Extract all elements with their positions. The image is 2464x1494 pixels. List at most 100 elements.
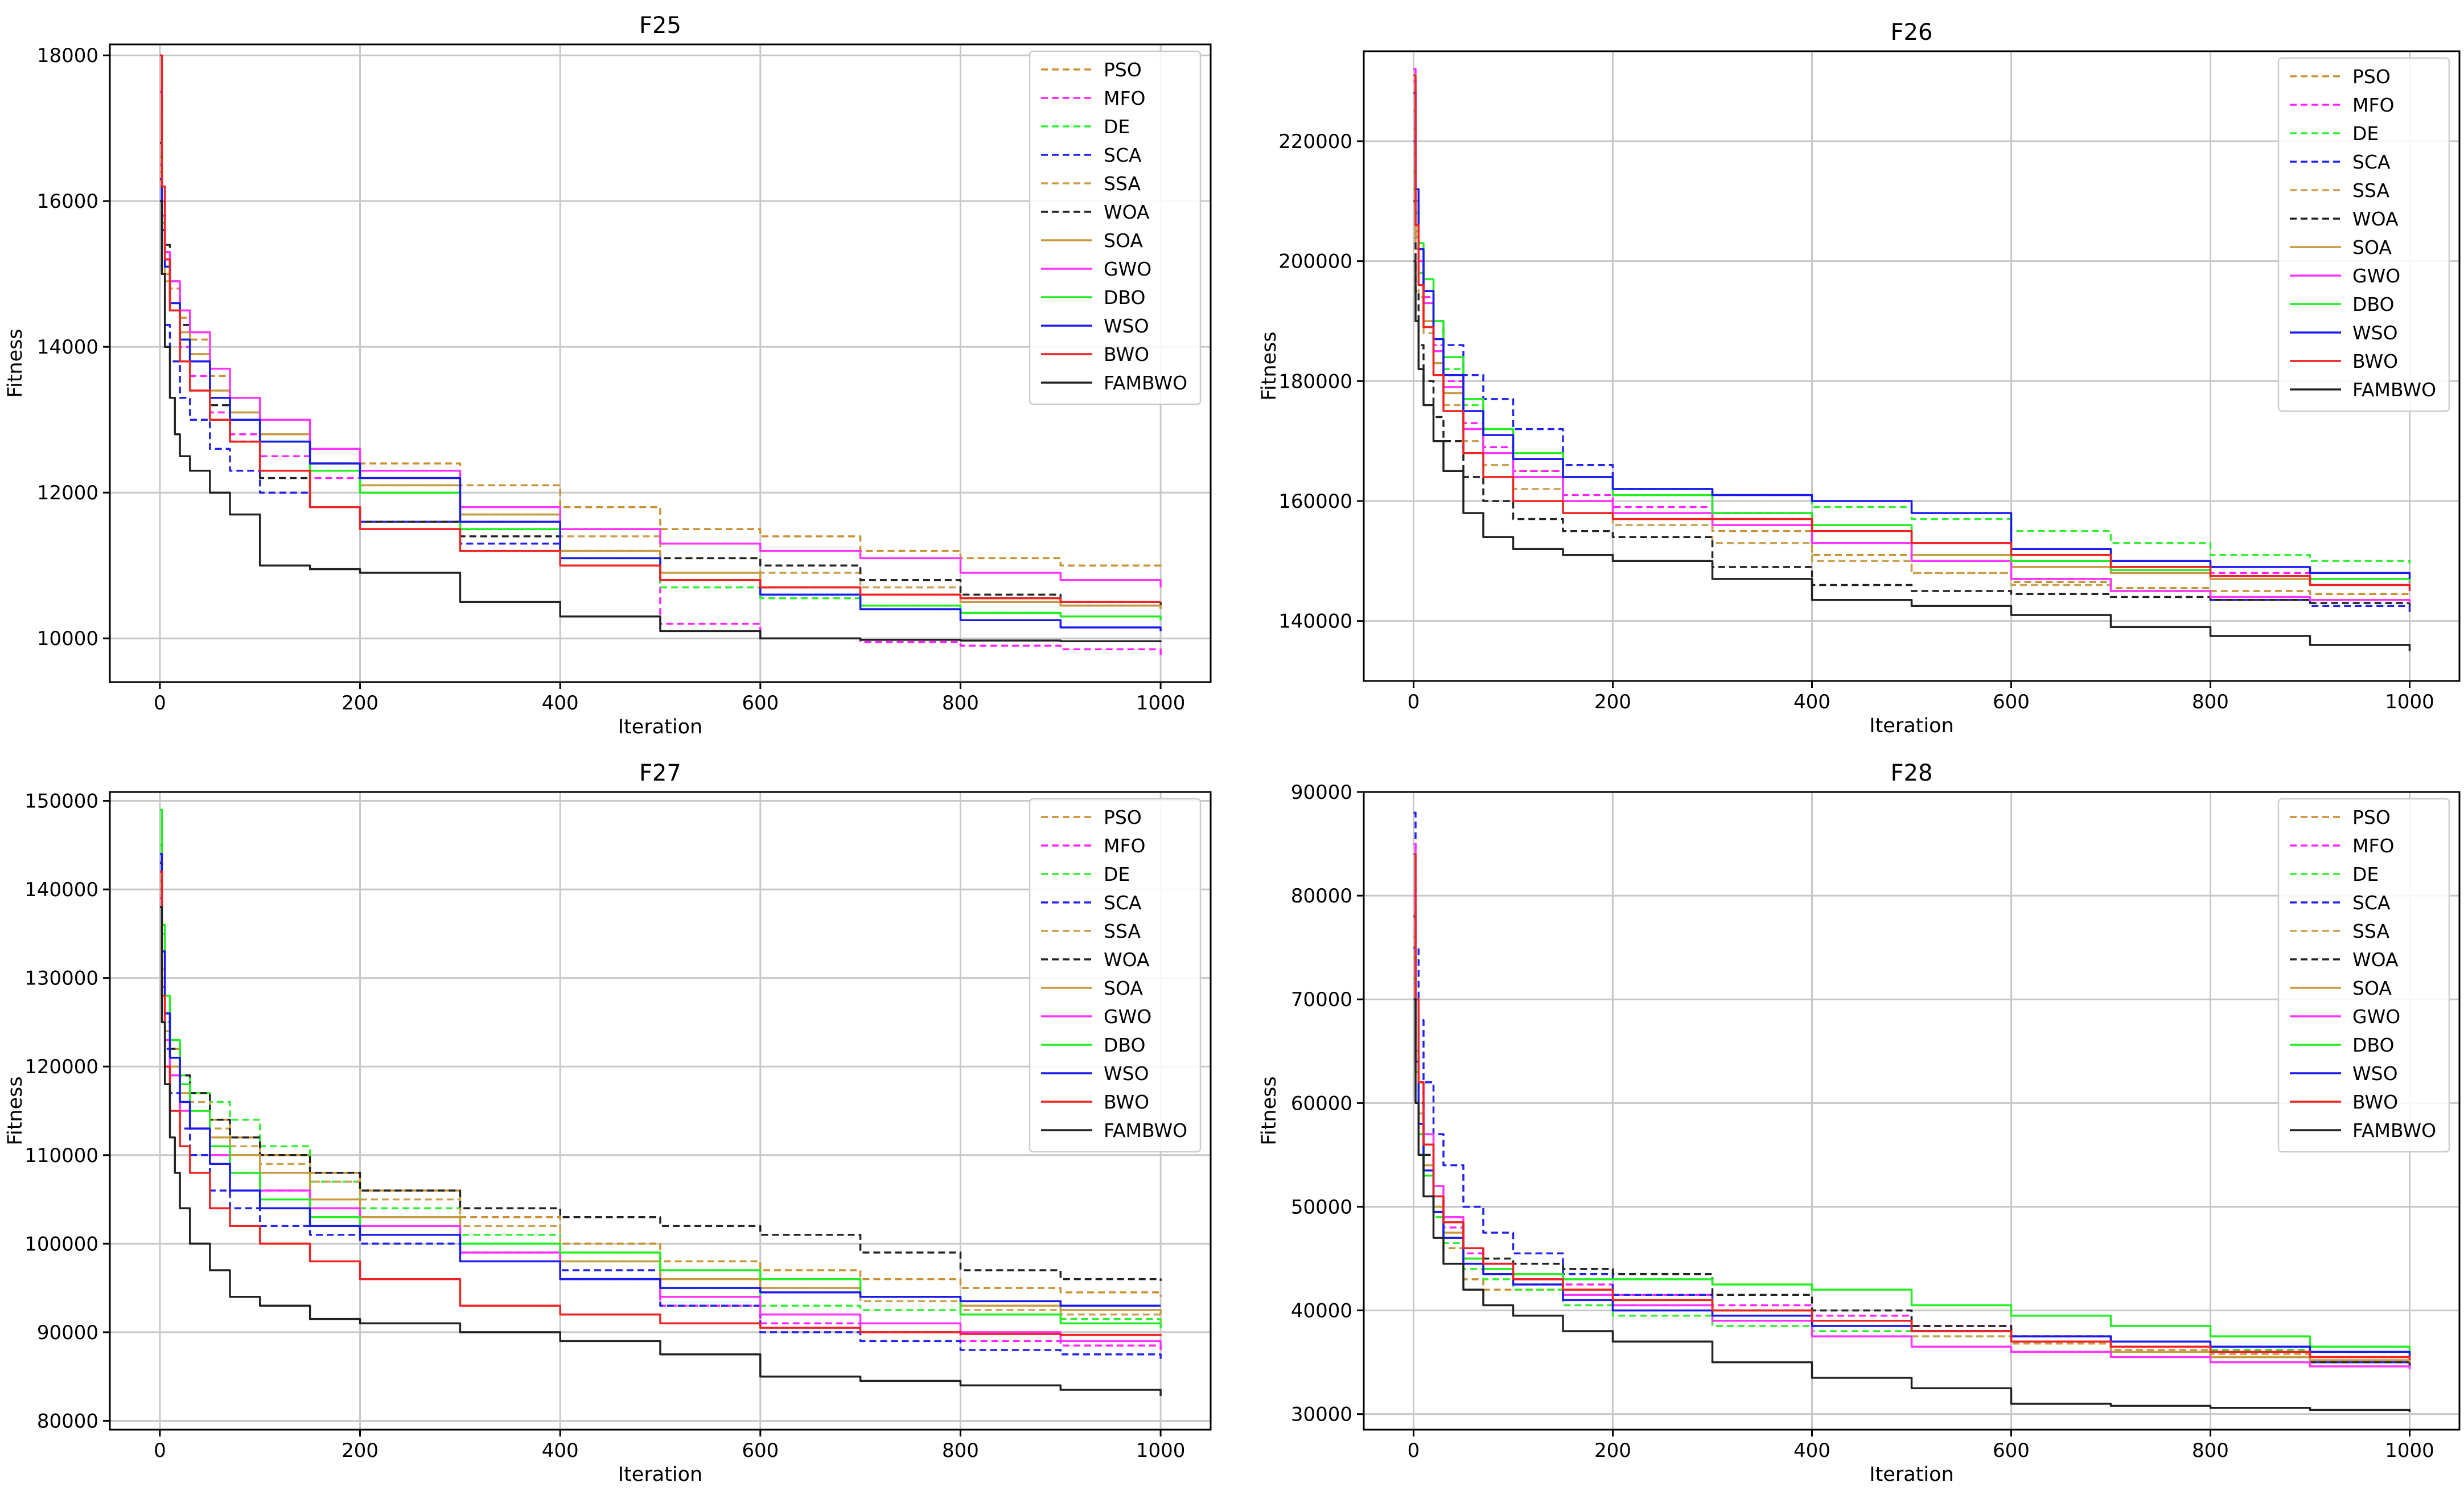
legend-label-wso: WSO [1104, 1062, 1149, 1085]
y-tick-label: 12000 [37, 482, 98, 504]
series-line-bwo [159, 54, 1161, 603]
legend-label-gwo: GWO [1104, 1005, 1151, 1028]
legend-label-bwo: BWO [2352, 1091, 2398, 1113]
y-tick-label: 80000 [1291, 885, 1352, 908]
y-axis-label: Fitness [1258, 1076, 1281, 1145]
x-tick-label: 600 [742, 692, 779, 715]
y-tick-label: 90000 [1291, 781, 1352, 804]
legend-label-dbo: DBO [2352, 1034, 2394, 1056]
axes-frame [109, 43, 1212, 683]
legend-label-pso: PSO [2352, 806, 2391, 828]
y-tick-label: 70000 [1291, 988, 1352, 1011]
legend-label-gwo: GWO [2352, 265, 2400, 287]
legend-label-pso: PSO [1104, 59, 1142, 81]
y-tick-label: 160000 [1278, 490, 1352, 513]
chart-title: F25 [639, 13, 681, 39]
x-tick-label: 0 [1408, 691, 1420, 713]
legend-label-fambwo: FAMBWO [1104, 1119, 1187, 1142]
y-axis-label: Fitness [4, 329, 27, 397]
legend-box [2277, 57, 2450, 412]
legend-label-bwo: BWO [1104, 1091, 1149, 1113]
legend-label-sca: SCA [1104, 144, 1142, 166]
x-axis-label: Iteration [1869, 715, 1953, 737]
y-tick-label: 50000 [1291, 1196, 1352, 1218]
legend-label-dbo: DBO [1104, 1034, 1145, 1056]
legend-label-soa: SOA [2352, 236, 2392, 258]
y-tick-label: 120000 [24, 1056, 98, 1078]
legend-label-ssa: SSA [1104, 173, 1141, 195]
x-tick-label: 800 [2192, 1439, 2229, 1462]
x-tick-label: 200 [1594, 691, 1631, 713]
x-tick-label: 600 [742, 1439, 779, 1462]
axes-frame [1363, 50, 2461, 682]
y-tick-label: 150000 [24, 790, 98, 813]
x-tick-label: 0 [1408, 1439, 1420, 1462]
legend-label-woa: WOA [2352, 208, 2399, 230]
legend-label-woa: WOA [1104, 201, 1150, 223]
legend-label-pso: PSO [2352, 65, 2391, 88]
legend-label-mfo: MFO [1104, 835, 1145, 857]
x-axis-label: Iteration [1869, 1463, 1953, 1486]
legend-label-gwo: GWO [2352, 1005, 2400, 1028]
legend: PSO MFO DE SCA SSA WOA SOA GWO DBO WSO BWO FAMBWO [2277, 57, 2450, 412]
chart-panel-f28: 0 200 400 600 800 1000 30000 40000 50000 60000 700… [1258, 760, 2461, 1486]
legend-label-fambwo: FAMBWO [2352, 1119, 2436, 1142]
series-line-wso [159, 853, 1161, 1307]
chart-title: F28 [1891, 760, 1933, 786]
chart-panel-f26: 0 200 400 600 800 1000 140000 160000 180000 20000… [1258, 19, 2461, 737]
series-group [159, 54, 1162, 657]
legend-label-bwo: BWO [1104, 343, 1149, 366]
legend-label-wso: WSO [2352, 1062, 2398, 1085]
legend-label-dbo: DBO [1104, 286, 1145, 309]
y-tick-label: 140000 [1278, 610, 1352, 633]
legend-label-sca: SCA [1104, 892, 1142, 914]
legend: PSO MFO DE SCA SSA WOA SOA GWO DBO WSO BWO FAMBWO [1029, 50, 1202, 405]
y-tick-label: 90000 [37, 1321, 98, 1344]
y-axis-label: Fitness [4, 1076, 27, 1145]
y-tick-label: 40000 [1291, 1300, 1352, 1323]
legend-label-soa: SOA [2352, 977, 2392, 999]
legend-label-mfo: MFO [1104, 87, 1145, 109]
y-tick-label: 100000 [24, 1233, 98, 1255]
y-tick-label: 180000 [1278, 370, 1352, 393]
series-group [1413, 68, 2411, 651]
legend-label-pso: PSO [1104, 806, 1142, 828]
legend-label-woa: WOA [2352, 949, 2399, 971]
legend: PSO MFO DE SCA SSA WOA SOA GWO DBO WSO BWO FAMBWO [1029, 798, 1202, 1153]
legend-label-mfo: MFO [2352, 835, 2394, 857]
legend-label-sca: SCA [2352, 151, 2391, 173]
y-tick-label: 10000 [37, 627, 98, 650]
chart-panel-f25: 0 200 400 600 800 1000 10000 12000 14000 16000 180… [4, 13, 1212, 738]
y-tick-label: 16000 [37, 190, 98, 213]
y-tick-label: 220000 [1278, 130, 1352, 153]
legend-label-de: DE [2352, 863, 2379, 885]
legend-label-mfo: MFO [2352, 94, 2394, 116]
chart-panel-f27: 0 200 400 600 800 1000 80000 90000 100000 110000 1… [4, 760, 1212, 1486]
x-tick-label: 400 [1794, 691, 1830, 713]
legend-label-soa: SOA [1104, 229, 1143, 252]
x-tick-label: 1000 [2385, 691, 2434, 713]
legend-box [1029, 50, 1202, 405]
legend-label-wso: WSO [1104, 315, 1149, 337]
y-tick-label: 14000 [37, 336, 98, 359]
x-tick-label: 400 [542, 692, 579, 715]
y-tick-label: 18000 [37, 44, 98, 67]
legend-box [2277, 798, 2450, 1153]
legend-label-woa: WOA [1104, 949, 1150, 971]
x-tick-label: 200 [1594, 1439, 1631, 1462]
series-group [1413, 811, 2411, 1412]
legend-label-ssa: SSA [2352, 920, 2390, 942]
series-line-bwo [1413, 853, 2411, 1360]
legend-label-de: DE [1104, 863, 1130, 885]
series-line-fambwo [159, 200, 1162, 643]
y-tick-label: 60000 [1291, 1092, 1352, 1115]
x-tick-label: 800 [2192, 691, 2229, 713]
legend-label-fambwo: FAMBWO [1104, 372, 1187, 394]
series-line-bwo [1413, 74, 2411, 591]
x-tick-label: 1000 [1136, 1439, 1186, 1462]
legend-label-bwo: BWO [2352, 350, 2398, 372]
x-tick-label: 1000 [2385, 1439, 2434, 1462]
legend-box [1029, 798, 1202, 1153]
x-tick-label: 400 [1794, 1439, 1830, 1462]
